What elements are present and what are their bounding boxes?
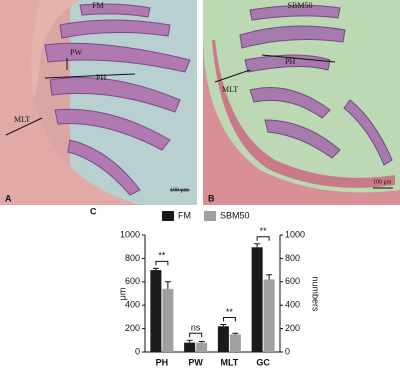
image-label: PH xyxy=(96,73,106,82)
y-tick-label: 0 xyxy=(135,346,140,356)
error-bar xyxy=(266,274,273,280)
panel-a-image xyxy=(0,0,197,205)
y-axis-label: μm xyxy=(117,288,127,301)
y2-tick-label: 800 xyxy=(285,253,300,263)
y2-tick-label: 0 xyxy=(285,346,290,356)
y-tick-label: 600 xyxy=(125,276,140,286)
significance-bracket xyxy=(155,260,169,266)
image-label: MLT xyxy=(14,115,30,124)
y2-tick-label: 200 xyxy=(285,323,300,333)
significance-bracket xyxy=(256,236,270,241)
significance-label: ns xyxy=(191,323,201,333)
significance-label: ** xyxy=(158,251,166,261)
bar xyxy=(150,270,162,352)
legend-label: FM xyxy=(178,210,191,220)
significance-bracket xyxy=(222,317,236,322)
annotation-arrows xyxy=(5,54,393,191)
error-bar xyxy=(232,332,239,335)
bar xyxy=(196,342,208,352)
image-label: MLT xyxy=(222,85,238,94)
x-tick-label: MLT xyxy=(220,357,238,367)
error-bar xyxy=(164,281,171,289)
bar xyxy=(162,288,174,352)
image-label: PH xyxy=(285,57,295,66)
significance-bracket xyxy=(189,332,203,338)
scale-bar: 100 μm xyxy=(373,179,392,185)
panel-b-image xyxy=(203,0,400,205)
error-bar xyxy=(220,324,227,327)
bar xyxy=(263,279,275,352)
significance-label: ** xyxy=(260,226,268,236)
image-label: PW xyxy=(70,48,82,57)
panel-letter: B xyxy=(208,193,215,203)
error-bar xyxy=(198,340,205,343)
legend-label: SBM50 xyxy=(220,210,250,220)
y2-tick-label: 400 xyxy=(285,300,300,310)
error-bar xyxy=(152,267,159,271)
bar xyxy=(251,247,263,352)
bar xyxy=(184,342,196,352)
error-bar xyxy=(254,243,261,248)
y2-tick-label: 600 xyxy=(285,276,300,286)
x-tick-label: GC xyxy=(256,357,270,367)
legend-swatch xyxy=(162,211,174,221)
significance-label: ** xyxy=(226,307,234,317)
y-tick-label: 800 xyxy=(125,253,140,263)
panel-letter: C xyxy=(90,206,97,216)
y2-axis-label: numbers xyxy=(311,276,321,312)
panel-title: SBM50 xyxy=(288,1,313,10)
x-tick-label: PW xyxy=(188,357,203,367)
bar xyxy=(217,326,229,352)
y2-tick-label: 1000 xyxy=(285,229,305,239)
panel-title: FM xyxy=(92,1,104,10)
error-bar xyxy=(186,339,193,343)
y-tick-label: 1000 xyxy=(120,229,140,239)
panel-letter: A xyxy=(5,193,12,203)
y-tick-label: 400 xyxy=(125,300,140,310)
legend-swatch xyxy=(204,211,216,221)
bar xyxy=(229,334,241,352)
x-tick-label: PH xyxy=(156,357,169,367)
y-tick-label: 200 xyxy=(125,323,140,333)
